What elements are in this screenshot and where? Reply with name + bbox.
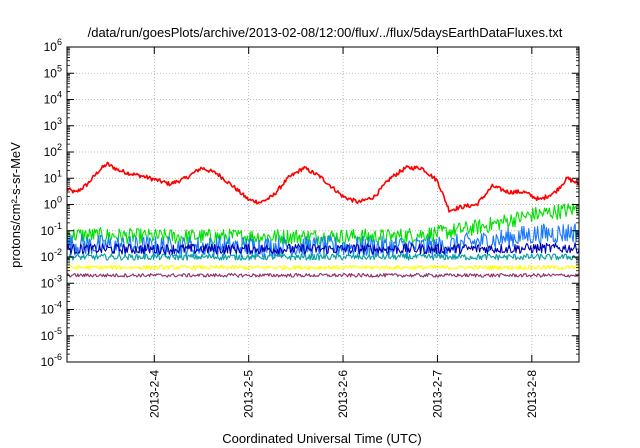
series-line bbox=[66, 161, 580, 213]
x-tick-label: 2013-2-4 bbox=[147, 370, 161, 418]
grid bbox=[67, 47, 579, 362]
series-line bbox=[66, 272, 580, 278]
y-axis: 10-6 10-5 10-4 10-3 10-2 10-1 100 101 102 103 104 1… bbox=[41, 37, 579, 369]
y-tick-label: 104 bbox=[44, 90, 62, 107]
y-tick-label: 100 bbox=[44, 195, 62, 212]
y-tick-label: 106 bbox=[44, 37, 62, 54]
y-tick-label: 105 bbox=[44, 63, 62, 80]
series-line bbox=[66, 253, 580, 261]
x-axis-label: Coordinated Universal Time (UTC) bbox=[222, 431, 421, 446]
series-line bbox=[66, 264, 580, 271]
y-tick-label: 103 bbox=[44, 116, 62, 133]
series-line bbox=[66, 223, 580, 258]
y-tick-label: 10-3 bbox=[41, 273, 62, 290]
x-tick-label: 2013-2-8 bbox=[525, 370, 539, 418]
x-axis: 2013-2-4 2013-2-5 2013-2-6 2013-2-7 2013-2-8 bbox=[147, 47, 539, 418]
series-line bbox=[66, 242, 580, 255]
x-tick-label: 2013-2-5 bbox=[242, 370, 256, 418]
y-tick-label: 10-4 bbox=[41, 300, 62, 317]
y-tick-label: 10-1 bbox=[41, 221, 62, 238]
y-tick-label: 10-6 bbox=[41, 352, 62, 369]
chart-title: /data/run/goesPlots/archive/2013-02-08/1… bbox=[88, 25, 563, 40]
x-tick-label: 2013-2-6 bbox=[336, 370, 350, 418]
y-tick-label: 10-5 bbox=[41, 326, 62, 343]
y-tick-label: 101 bbox=[44, 168, 62, 185]
x-tick-label: 2013-2-7 bbox=[430, 370, 444, 418]
y-tick-label: 10-2 bbox=[41, 247, 62, 264]
y-tick-label: 102 bbox=[44, 142, 62, 159]
y-axis-label: protons/cm²-s-sr-MeV bbox=[8, 142, 23, 268]
series-layer bbox=[66, 161, 580, 278]
